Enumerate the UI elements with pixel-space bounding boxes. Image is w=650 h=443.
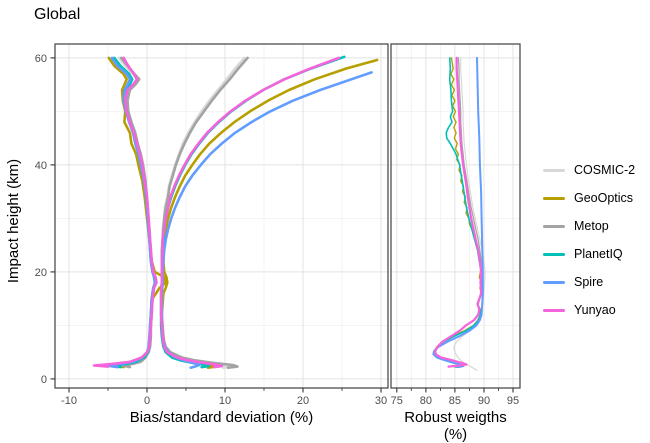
x-tick-label: 30: [375, 395, 387, 407]
panel-border: [390, 43, 521, 389]
x-tick-label: 0: [144, 395, 150, 407]
legend-item-spire: Spire: [543, 268, 635, 296]
x-tick-label: 90: [478, 395, 490, 407]
legend-item-metop: Metop: [543, 212, 635, 240]
legend-key-icon: [543, 168, 565, 172]
line-w-Spire: [432, 56, 484, 369]
legend-label: COSMIC-2: [574, 163, 636, 177]
legend-item-geooptics: GeoOptics: [543, 184, 635, 212]
legend-label: Yunyao: [574, 303, 616, 317]
x-tick-label: 20: [297, 395, 309, 407]
legend-label: Metop: [574, 219, 609, 233]
legend-item-cosmic2: COSMIC-2: [543, 156, 635, 184]
line-bias-Yunyao: [92, 56, 158, 368]
chart-title: Global: [34, 6, 81, 23]
panel-background: [55, 44, 388, 388]
legend-key-icon: [543, 196, 565, 200]
legend-item-planetiq: PlanetIQ: [543, 240, 635, 268]
legend-key-icon: [543, 280, 565, 284]
legend-label: PlanetIQ: [574, 247, 623, 261]
x-tick-label: -10: [61, 395, 77, 407]
legend: COSMIC-2 GeoOptics Metop PlanetIQ Spire …: [543, 156, 635, 324]
legend-item-yunyao: Yunyao: [543, 296, 635, 324]
panel-border: [54, 43, 389, 389]
y-axis-label: Impact height (km): [5, 158, 22, 284]
legend-key-icon: [543, 224, 565, 228]
line-w-Yunyao: [434, 56, 483, 368]
x-tick-label: 80: [420, 395, 432, 407]
x-axis-label-bias: Bias/standard deviation (%): [129, 409, 314, 426]
y-tick-label: 40: [35, 160, 47, 172]
line-sd-Yunyao: [159, 56, 341, 369]
legend-label: GeoOptics: [574, 191, 634, 205]
legend-key-icon: [543, 308, 565, 312]
x-tick-label: 95: [507, 395, 519, 407]
x-tick-label: 85: [449, 395, 461, 407]
x-tick-label: 75: [391, 395, 403, 407]
legend-key-icon: [543, 252, 565, 256]
y-tick-label: 0: [41, 374, 47, 386]
legend-label: Spire: [574, 275, 604, 289]
x-tick-label: 10: [219, 395, 231, 407]
x-axis-label-weights: Robust weigths (%): [404, 409, 507, 443]
y-tick-label: 60: [35, 53, 47, 65]
y-tick-label: 20: [35, 267, 47, 279]
